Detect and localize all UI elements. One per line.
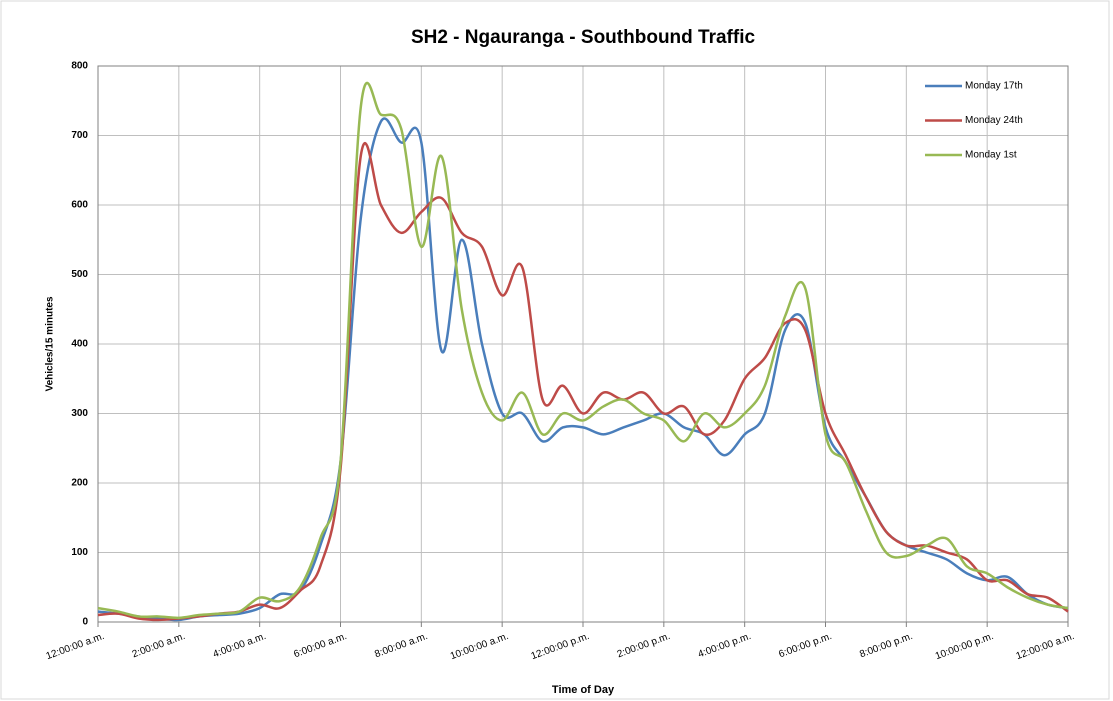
x-axis-label: Time of Day [552,684,615,696]
legend-label: Monday 1st [965,150,1017,161]
y-tick-label: 600 [71,200,88,211]
legend-label: Monday 17th [965,81,1023,92]
y-tick-label: 500 [71,269,88,280]
legend-label: Monday 24th [965,115,1023,126]
series-line [97,81,1069,620]
y-axis-label: Vehicles/15 minutes [45,296,56,391]
y-tick-label: 100 [71,547,88,558]
y-tick-label: 0 [82,617,88,628]
chart-title: SH2 - Ngauranga - Southbound Traffic [411,27,756,48]
y-tick-label: 800 [71,61,88,72]
series-line [97,142,1069,622]
y-tick-label: 200 [71,478,88,489]
y-tick-label: 300 [71,408,88,419]
plot-border [97,65,1069,623]
y-tick-label: 400 [71,339,88,350]
y-tick-label: 700 [71,130,88,141]
